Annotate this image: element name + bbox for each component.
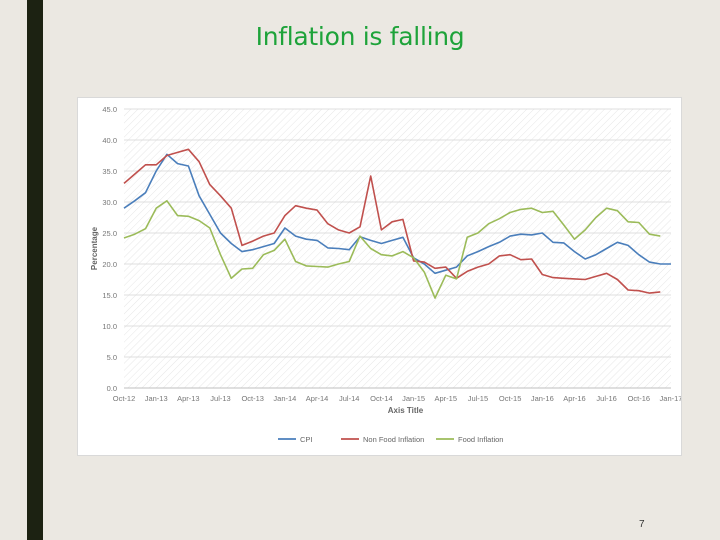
legend-label: Food Inflation [458,435,503,444]
x-tick-label: Apr-16 [563,394,586,403]
x-tick-label: Jan-16 [531,394,554,403]
y-tick-label: 40.0 [102,136,117,145]
series-line-non-food-inflation [123,148,661,294]
y-tick-label: 35.0 [102,167,117,176]
x-tick-label: Jan-13 [145,394,168,403]
x-tick-label: Jul-14 [339,394,359,403]
series-line-food-inflation [123,200,661,299]
legend-label: Non Food Inflation [363,435,424,444]
x-tick-label: Jul-15 [468,394,488,403]
y-tick-label: 0.0 [107,384,117,393]
x-tick-label: Oct-16 [628,394,651,403]
x-tick-label: Oct-14 [370,394,393,403]
x-tick-label: Jan-15 [402,394,425,403]
x-tick-label: Apr-15 [435,394,458,403]
y-tick-label: 25.0 [102,229,117,238]
x-tick-label: Jul-13 [210,394,230,403]
x-tick-label: Oct-12 [113,394,136,403]
x-tick-label: Apr-13 [177,394,200,403]
x-tick-label: Jan-17 [660,394,681,403]
y-axis-title: Percentage [90,226,99,270]
legend-label: CPI [300,435,313,444]
y-tick-label: 15.0 [102,291,117,300]
x-tick-label: Oct-13 [241,394,264,403]
y-tick-label: 10.0 [102,322,117,331]
series-line-cpi [123,153,671,275]
y-tick-label: 30.0 [102,198,117,207]
line-chart: 0.0 5.0 10.0 15.0 20.0 25.0 30.0 35.0 40.0 45.0 Oc… [77,97,682,456]
y-tick-label: 20.0 [102,260,117,269]
x-tick-label: Jul-16 [596,394,616,403]
y-tick-label: 5.0 [107,353,117,362]
x-tick-label: Jan-14 [273,394,296,403]
left-accent-bar [27,0,43,540]
slide-title: Inflation is falling [255,22,465,51]
chart-svg: 0.0 5.0 10.0 15.0 20.0 25.0 30.0 35.0 40.0 45.0 Oc… [90,105,681,444]
x-axis-title: Axis Title [388,406,424,415]
y-tick-label: 45.0 [102,105,117,114]
x-tick-label: Apr-14 [306,394,329,403]
plot-area [124,109,671,388]
page-number: 7 [639,519,645,530]
x-tick-label: Oct-15 [499,394,522,403]
